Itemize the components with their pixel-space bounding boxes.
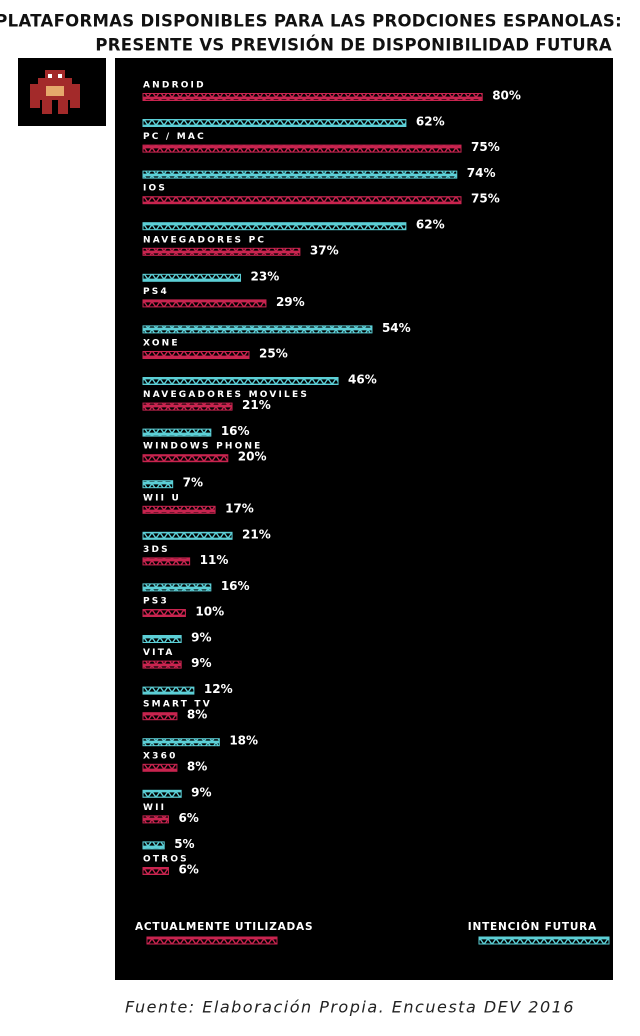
value-label: 75% bbox=[471, 192, 500, 206]
value-label: 16% bbox=[221, 424, 250, 438]
value-label: 62% bbox=[416, 218, 445, 232]
value-label: 37% bbox=[310, 243, 339, 257]
value-label: 18% bbox=[229, 734, 258, 748]
value-label: 7% bbox=[183, 476, 203, 490]
bar bbox=[142, 273, 242, 282]
value-label: 9% bbox=[191, 631, 211, 645]
value-label: 17% bbox=[225, 501, 254, 515]
bar bbox=[142, 609, 186, 617]
bar bbox=[142, 377, 339, 385]
category-label: IOS bbox=[143, 184, 167, 194]
value-label: 5% bbox=[174, 837, 194, 851]
category-label: WINDOWS PHONE bbox=[143, 442, 263, 452]
value-label: 16% bbox=[221, 579, 250, 593]
category-label: SMART TV bbox=[143, 700, 212, 710]
value-label: 46% bbox=[348, 373, 377, 387]
bar bbox=[142, 402, 233, 411]
category-label: PC / MAC bbox=[143, 132, 206, 142]
bar bbox=[142, 686, 195, 695]
bar bbox=[142, 505, 216, 514]
category-label: X360 bbox=[143, 751, 178, 761]
value-label: 29% bbox=[276, 295, 305, 309]
chart-title: PRESENTE VS PREVISIÓN DE DISPONIBILIDAD … bbox=[95, 36, 612, 55]
value-label: 8% bbox=[187, 759, 207, 773]
legend-label: ACTUALMENTE UTILIZADAS bbox=[135, 921, 313, 933]
bar bbox=[142, 144, 462, 153]
bar bbox=[142, 299, 267, 308]
category-label: VITA bbox=[143, 648, 175, 658]
value-label: 11% bbox=[200, 553, 229, 567]
value-label: 21% bbox=[242, 398, 271, 412]
category-label: WII bbox=[143, 803, 166, 813]
value-label: 75% bbox=[471, 140, 500, 154]
value-label: 23% bbox=[251, 269, 280, 283]
legend-swatch bbox=[478, 936, 610, 945]
bar bbox=[142, 351, 250, 359]
bar bbox=[142, 247, 301, 256]
category-label: XONE bbox=[143, 339, 180, 349]
value-label: 6% bbox=[178, 811, 198, 825]
value-label: 21% bbox=[242, 527, 271, 541]
value-label: 6% bbox=[178, 863, 198, 877]
bar bbox=[142, 557, 191, 566]
legend-swatch bbox=[146, 936, 278, 945]
value-label: 9% bbox=[191, 656, 211, 670]
source: Fuente: Elaboración Propia. Encuesta DEV… bbox=[125, 998, 575, 1017]
bar bbox=[142, 196, 462, 205]
bar bbox=[142, 712, 178, 721]
bar bbox=[142, 763, 178, 772]
category-label: PS4 bbox=[143, 287, 169, 297]
chart-title: PLATAFORMAS DISPONIBLES PARA LAS PRODCIO… bbox=[0, 12, 622, 31]
bar bbox=[142, 480, 174, 489]
value-label: 9% bbox=[191, 785, 211, 799]
category-label: 3DS bbox=[143, 545, 170, 555]
category-label: NAVEGADORES MOVILES bbox=[143, 390, 309, 400]
category-label: PS3 bbox=[143, 597, 169, 607]
bar bbox=[142, 841, 165, 850]
bar bbox=[142, 583, 212, 592]
category-label: WII U bbox=[143, 493, 181, 503]
logo-figure bbox=[30, 70, 80, 114]
category-label: ANDROID bbox=[143, 81, 206, 91]
value-label: 74% bbox=[467, 166, 496, 180]
value-label: 80% bbox=[492, 89, 521, 103]
bar bbox=[142, 738, 220, 747]
bar bbox=[142, 635, 182, 643]
value-label: 8% bbox=[187, 708, 207, 722]
bar bbox=[142, 170, 458, 179]
value-label: 10% bbox=[195, 605, 224, 619]
panel bbox=[115, 58, 613, 980]
bar bbox=[142, 789, 182, 798]
bar bbox=[142, 660, 182, 669]
category-label: OTROS bbox=[143, 855, 189, 865]
value-label: 12% bbox=[204, 682, 233, 696]
bar bbox=[142, 454, 229, 463]
category-label: NAVEGADORES PC bbox=[143, 235, 266, 245]
bar bbox=[142, 119, 407, 127]
value-label: 20% bbox=[238, 450, 267, 464]
bar bbox=[142, 867, 169, 875]
bar bbox=[142, 531, 233, 540]
value-label: 25% bbox=[259, 347, 288, 361]
bar bbox=[142, 222, 407, 231]
legend-label: INTENCIÓN FUTURA bbox=[468, 920, 597, 933]
bar bbox=[142, 325, 373, 334]
bar bbox=[142, 428, 212, 437]
value-label: 54% bbox=[382, 321, 411, 335]
bar bbox=[142, 815, 169, 824]
value-label: 62% bbox=[416, 115, 445, 129]
bar bbox=[142, 93, 483, 101]
